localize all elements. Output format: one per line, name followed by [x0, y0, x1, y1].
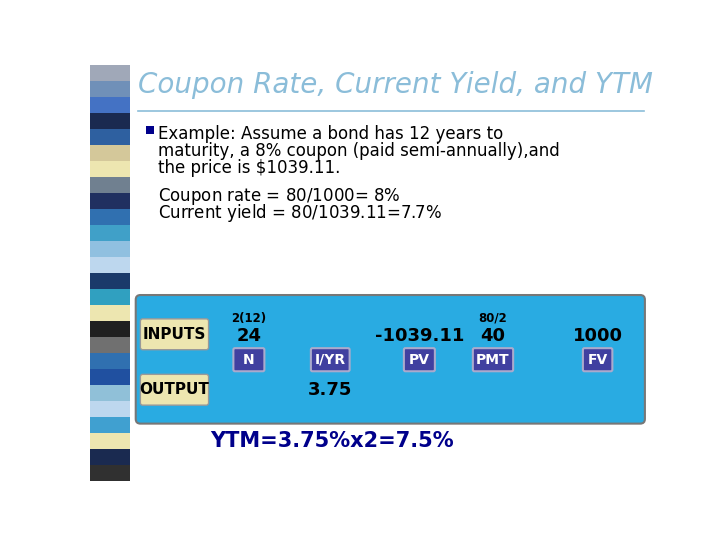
Text: maturity, a 8% coupon (paid semi-annually),and: maturity, a 8% coupon (paid semi-annuall… [158, 142, 560, 160]
Text: 2(12): 2(12) [231, 312, 266, 325]
Text: FV: FV [588, 353, 608, 367]
Bar [90, 193, 130, 209]
FancyBboxPatch shape [233, 348, 264, 372]
Bar [90, 129, 130, 145]
Text: 1000: 1000 [572, 327, 623, 345]
Text: 40: 40 [480, 327, 505, 345]
Bar [90, 321, 130, 336]
Bar [90, 113, 130, 129]
Bar [90, 369, 130, 384]
FancyBboxPatch shape [473, 348, 513, 372]
Bar [90, 177, 130, 193]
Text: -1039.11: -1039.11 [374, 327, 464, 345]
Bar [90, 97, 130, 113]
Text: PMT: PMT [476, 353, 510, 367]
FancyBboxPatch shape [136, 295, 645, 423]
Bar [90, 273, 130, 289]
Bar [90, 384, 130, 401]
Bar [145, 126, 153, 134]
Text: Coupon Rate, Current Yield, and YTM: Coupon Rate, Current Yield, and YTM [138, 71, 653, 99]
Text: OUTPUT: OUTPUT [140, 382, 210, 397]
Bar [90, 417, 130, 433]
Text: the price is $1039.11.: the price is $1039.11. [158, 159, 341, 177]
Text: INPUTS: INPUTS [143, 327, 206, 342]
Bar [90, 256, 130, 273]
Bar [90, 353, 130, 369]
Bar [90, 161, 130, 177]
Bar [90, 241, 130, 256]
Bar [90, 433, 130, 449]
FancyBboxPatch shape [311, 348, 350, 372]
FancyBboxPatch shape [140, 319, 209, 350]
Text: I/YR: I/YR [315, 353, 346, 367]
FancyBboxPatch shape [583, 348, 612, 372]
Bar [90, 81, 130, 97]
Bar [90, 336, 130, 353]
Bar [90, 449, 130, 464]
Bar [90, 464, 130, 481]
Bar [90, 145, 130, 161]
Text: N: N [243, 353, 255, 367]
Bar [90, 401, 130, 417]
Text: Current yield = $80/$1039.11=7.7%: Current yield = $80/$1039.11=7.7% [158, 202, 442, 224]
Text: 80/2: 80/2 [479, 312, 508, 325]
Bar [90, 209, 130, 225]
Text: 3.75: 3.75 [308, 381, 352, 399]
Text: Coupon rate = $80/$1000= 8%: Coupon rate = $80/$1000= 8% [158, 186, 401, 207]
Text: 24: 24 [236, 327, 261, 345]
Bar [90, 225, 130, 241]
Text: YTM=3.75%x2=7.5%: YTM=3.75%x2=7.5% [210, 431, 454, 451]
Text: PV: PV [409, 353, 430, 367]
Text: Example: Assume a bond has 12 years to: Example: Assume a bond has 12 years to [158, 125, 503, 143]
Bar [90, 305, 130, 321]
Bar [90, 289, 130, 305]
FancyBboxPatch shape [140, 374, 209, 405]
Bar [90, 65, 130, 81]
FancyBboxPatch shape [404, 348, 435, 372]
